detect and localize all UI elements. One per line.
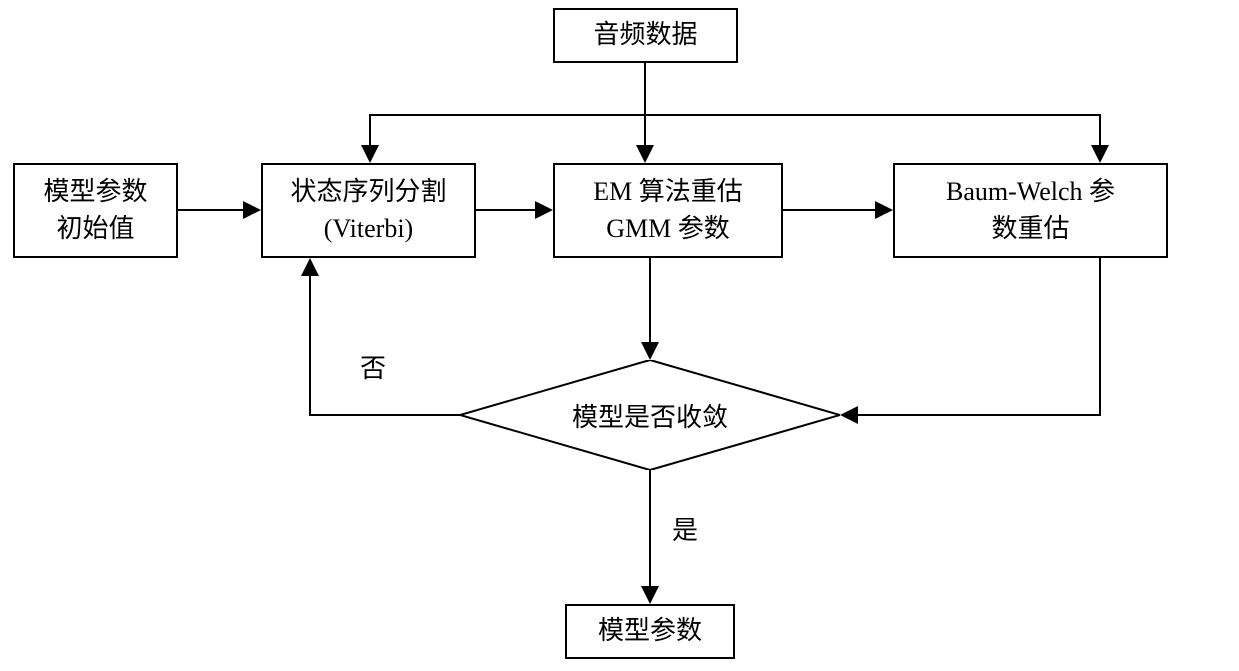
node-text: Baum-Welch 参 [946,174,1115,210]
node-text: 模型是否收敛 [572,397,728,434]
node-text: (Viterbi) [324,211,413,247]
node-text: 音频数据 [593,17,697,53]
node-em-gmm: EM 算法重估 GMM 参数 [553,163,783,258]
node-text: 初始值 [56,211,134,247]
node-audio-data: 音频数据 [553,8,738,63]
node-viterbi: 状态序列分割 (Viterbi) [261,163,476,258]
node-text: GMM 参数 [606,211,730,247]
edge-label-no: 否 [360,348,386,385]
node-converge: 模型是否收敛 [460,360,840,470]
node-text: 模型参数 [598,613,702,649]
flowchart-edges [0,0,1239,671]
edge-label-yes: 是 [672,510,698,547]
node-text: 模型参数 [43,174,147,210]
node-model-params: 模型参数 [565,604,735,659]
node-text: 数重估 [991,211,1069,247]
node-init-params: 模型参数 初始值 [13,163,178,258]
node-baum-welch: Baum-Welch 参 数重估 [893,163,1168,258]
node-text: EM 算法重估 [593,174,743,210]
node-text: 状态序列分割 [290,174,446,210]
